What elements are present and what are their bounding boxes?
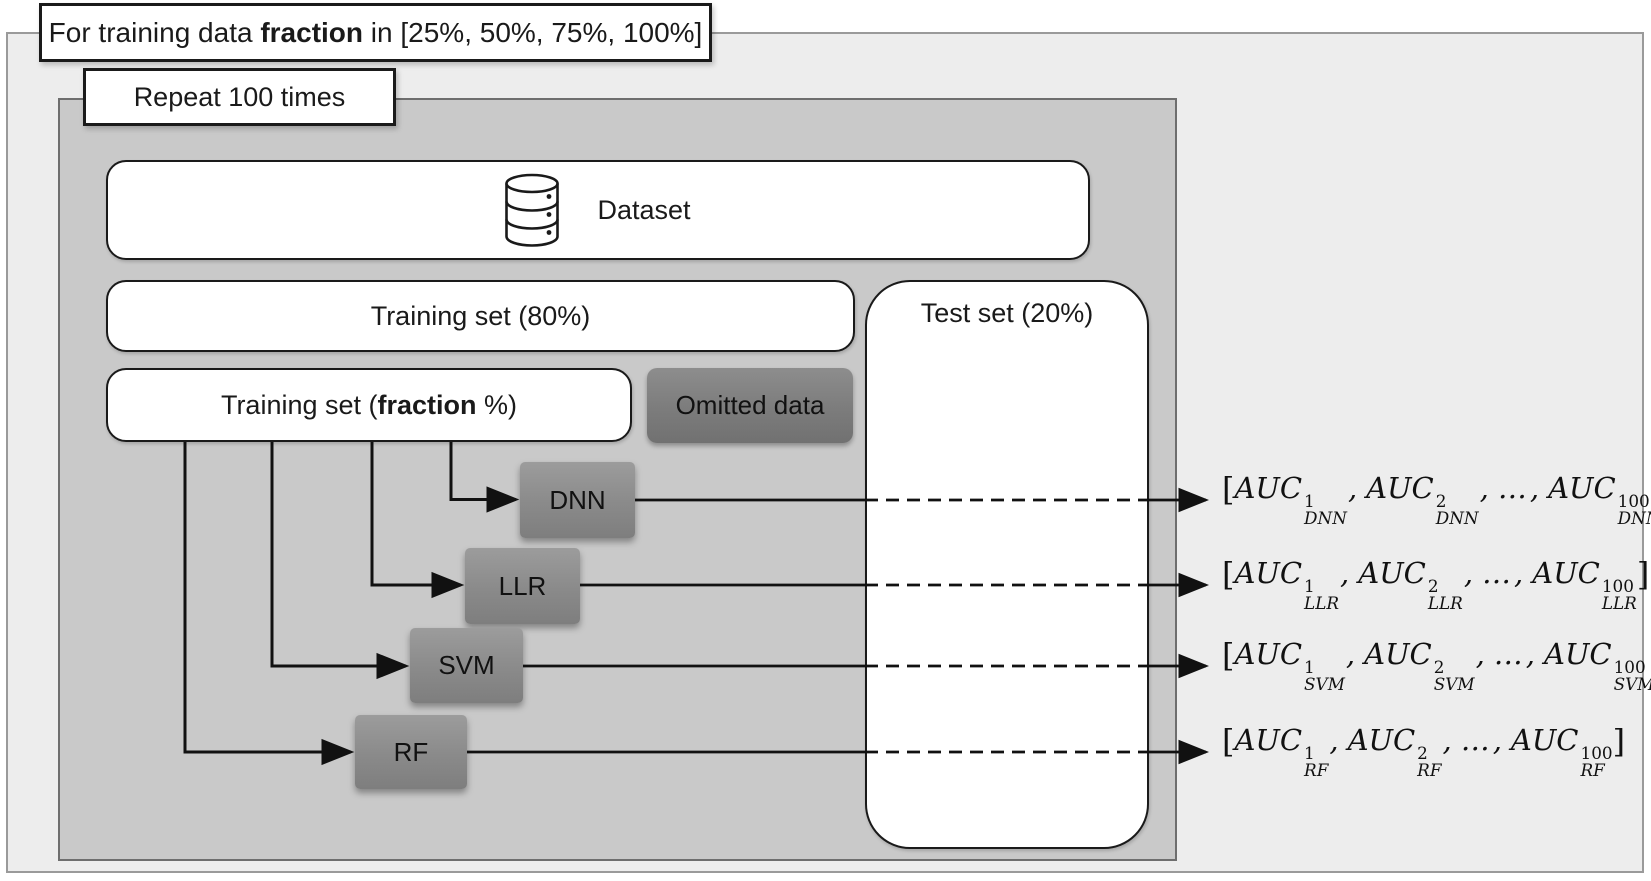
comma: ,: [1329, 722, 1339, 757]
model-label-rf: RF: [393, 736, 429, 767]
model-box-svm: SVM: [410, 628, 523, 703]
auc-superscript: 1: [1304, 657, 1315, 678]
outer-loop-label-box: For training data fraction in [25%, 50%,…: [39, 3, 712, 62]
auc-subscript: LLR: [1304, 592, 1340, 613]
auc-term: AUC 1 RF: [1234, 722, 1328, 778]
model-label-dnn: DNN: [549, 484, 606, 515]
auc-base: AUC: [1234, 470, 1303, 505]
training-set-80-label: Training set (80%): [370, 300, 591, 331]
auc-base: AUC: [1366, 470, 1434, 505]
auc-base: AUC: [1234, 636, 1303, 671]
auc-term: AUC 1 DNN: [1234, 470, 1346, 526]
auc-subscript: SVM: [1613, 673, 1651, 694]
auc-term: AUC 2 DNN: [1366, 470, 1478, 526]
auc-superscript: 2: [1435, 491, 1447, 512]
repeat-label-box: Repeat 100 times: [83, 68, 396, 126]
auc-subscript: LLR: [1427, 592, 1463, 613]
bracket-open: [: [1222, 636, 1235, 675]
auc-superscript: 1: [1304, 576, 1315, 597]
auc-superscript: 100: [1617, 491, 1650, 512]
auc-term: AUC 1 SVM: [1234, 636, 1344, 692]
auc-superscript: 100: [1601, 576, 1634, 597]
dataset-box: Dataset: [106, 160, 1090, 260]
test-set-label: Test set (20%): [920, 298, 1094, 328]
auc-subscript: DNN: [1435, 507, 1479, 528]
auc-term: AUC 100 RF: [1510, 722, 1613, 778]
auc-subscript: SVM: [1433, 673, 1475, 694]
ellipsis: …: [1497, 470, 1527, 505]
test-set-box: Test set (20%): [865, 280, 1149, 849]
auc-term: AUC 2 RF: [1347, 722, 1442, 778]
auc-superscript: 100: [1613, 657, 1646, 678]
model-box-dnn: DNN: [520, 462, 635, 538]
auc-output-rf: [AUC 1 RF, AUC 2 RF,…, AUC 100 RF]: [1222, 722, 1625, 778]
outer-loop-label: For training data fraction in [25%, 50%,…: [48, 16, 703, 48]
auc-base: AUC: [1364, 636, 1432, 671]
comma: ,: [1514, 555, 1524, 590]
comma: ,: [1475, 636, 1485, 671]
database-icon: [505, 173, 560, 247]
comma: ,: [1340, 555, 1350, 590]
bracket-close: ]: [1612, 722, 1626, 761]
training-set-fraction-box: Training set (fraction %): [106, 368, 632, 442]
auc-superscript: 2: [1433, 657, 1445, 678]
model-label-llr: LLR: [498, 570, 547, 601]
auc-base: AUC: [1510, 722, 1579, 757]
auc-subscript: RF: [1580, 759, 1605, 780]
auc-base: AUC: [1548, 470, 1616, 505]
model-box-rf: RF: [355, 715, 467, 789]
comma: ,: [1442, 722, 1452, 757]
training-set-fraction-label: Training set (fraction %): [220, 389, 518, 420]
bracket-close: ]: [1636, 555, 1650, 594]
auc-base: AUC: [1532, 555, 1600, 590]
auc-superscript: 2: [1427, 576, 1439, 597]
comma: ,: [1347, 470, 1358, 505]
dataset-label: Dataset: [597, 194, 691, 225]
auc-base: AUC: [1544, 636, 1612, 671]
auc-superscript: 2: [1417, 743, 1428, 764]
auc-superscript: 1: [1304, 491, 1315, 512]
comma: ,: [1525, 636, 1536, 671]
comma: ,: [1529, 470, 1540, 505]
ellipsis: …: [1482, 555, 1512, 590]
omitted-data-label: Omitted data: [675, 390, 825, 420]
comma: ,: [1479, 470, 1489, 505]
model-label-svm: SVM: [438, 650, 495, 680]
comma: ,: [1463, 555, 1474, 590]
bracket-open: [: [1222, 555, 1235, 594]
auc-subscript: SVM: [1304, 673, 1345, 694]
auc-subscript: RF: [1417, 759, 1442, 780]
auc-subscript: LLR: [1601, 592, 1637, 613]
auc-term: AUC 2 SVM: [1364, 636, 1474, 692]
auc-term: AUC 100 SVM: [1544, 636, 1651, 692]
model-box-llr: LLR: [465, 548, 580, 624]
auc-term: AUC 1 LLR: [1234, 555, 1339, 611]
auc-subscript: RF: [1304, 759, 1329, 780]
auc-base: AUC: [1234, 722, 1303, 757]
repeat-label: Repeat 100 times: [133, 81, 346, 112]
auc-term: AUC100DNN: [1548, 470, 1651, 526]
auc-term: AUC 100 LLR: [1532, 555, 1637, 611]
auc-subscript: DNN: [1617, 507, 1651, 528]
training-set-80-box: Training set (80%): [106, 280, 855, 352]
comma: ,: [1345, 636, 1356, 671]
auc-superscript: 1: [1304, 743, 1315, 764]
bracket-open: [: [1222, 722, 1235, 761]
auc-superscript: 100: [1580, 743, 1613, 764]
auc-term: AUC 2 LLR: [1358, 555, 1463, 611]
ellipsis: …: [1460, 722, 1490, 757]
auc-subscript: DNN: [1304, 507, 1347, 528]
auc-base: AUC: [1358, 555, 1426, 590]
comma: ,: [1492, 722, 1502, 757]
auc-base: AUC: [1347, 722, 1416, 757]
auc-output-llr: [AUC 1 LLR, AUC 2 LLR,…, AUC 100 LLR]: [1222, 555, 1649, 611]
auc-base: AUC: [1234, 555, 1303, 590]
omitted-data-box: Omitted data: [647, 368, 853, 443]
ellipsis: …: [1493, 636, 1523, 671]
bracket-open: [: [1222, 470, 1235, 509]
